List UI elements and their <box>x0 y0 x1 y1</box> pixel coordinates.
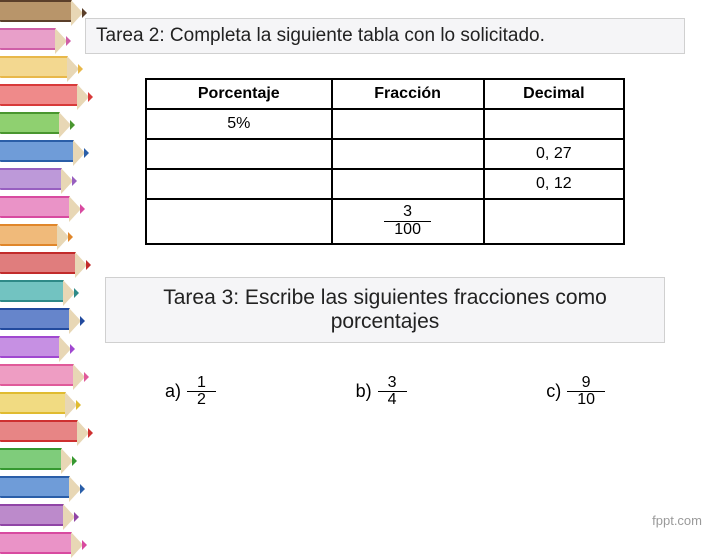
col-decimal: Decimal <box>484 79 624 109</box>
table-row: 3100 <box>146 199 624 244</box>
cell-decimal: 0, 12 <box>484 169 624 199</box>
cell-decimal <box>484 109 624 139</box>
col-porcentaje: Porcentaje <box>146 79 332 109</box>
pencil-icon <box>0 84 78 106</box>
pencil-icon <box>0 336 60 358</box>
cell-fraccion <box>332 109 484 139</box>
pencil-icon <box>0 224 58 246</box>
pencil-icon <box>0 448 62 470</box>
pencil-icon <box>0 504 64 526</box>
tarea2-title: Tarea 2: Completa la siguiente tabla con… <box>85 18 685 54</box>
cell-porcentaje <box>146 169 332 199</box>
pencil-icon <box>0 196 70 218</box>
pencil-icon <box>0 392 66 414</box>
cell-porcentaje: 5% <box>146 109 332 139</box>
pencil-border <box>0 0 56 540</box>
pencil-icon <box>0 140 74 162</box>
conversion-table: Porcentaje Fracción Decimal 5% 0, 270, 12… <box>145 78 625 245</box>
col-fraccion: Fracción <box>332 79 484 109</box>
table-row: 0, 27 <box>146 139 624 169</box>
cell-porcentaje <box>146 139 332 169</box>
cell-decimal: 0, 27 <box>484 139 624 169</box>
slide-content: Tarea 2: Completa la siguiente tabla con… <box>70 18 700 411</box>
pencil-icon <box>0 0 72 22</box>
pencil-icon <box>0 420 78 442</box>
option-a: a)12 <box>165 373 216 412</box>
fraction-options: a)12 b)34 c)910 <box>145 373 625 412</box>
pencil-icon <box>0 532 72 554</box>
pencil-icon <box>0 280 64 302</box>
option-b: b)34 <box>356 373 407 412</box>
cell-fraccion <box>332 139 484 169</box>
table-row: 0, 12 <box>146 169 624 199</box>
pencil-icon <box>0 28 56 50</box>
tarea3-title: Tarea 3: Escribe las siguientes fraccion… <box>105 277 665 343</box>
pencil-icon <box>0 476 70 498</box>
pencil-icon <box>0 308 70 330</box>
pencil-icon <box>0 252 76 274</box>
cell-porcentaje <box>146 199 332 244</box>
pencil-icon <box>0 168 62 190</box>
pencil-icon <box>0 112 60 134</box>
pencil-icon <box>0 56 68 78</box>
cell-fraccion: 3100 <box>332 199 484 244</box>
table-row: 5% <box>146 109 624 139</box>
cell-decimal <box>484 199 624 244</box>
footer-credit: fppt.com <box>652 513 702 528</box>
cell-fraccion <box>332 169 484 199</box>
option-c: c)910 <box>546 373 605 412</box>
pencil-icon <box>0 364 74 386</box>
